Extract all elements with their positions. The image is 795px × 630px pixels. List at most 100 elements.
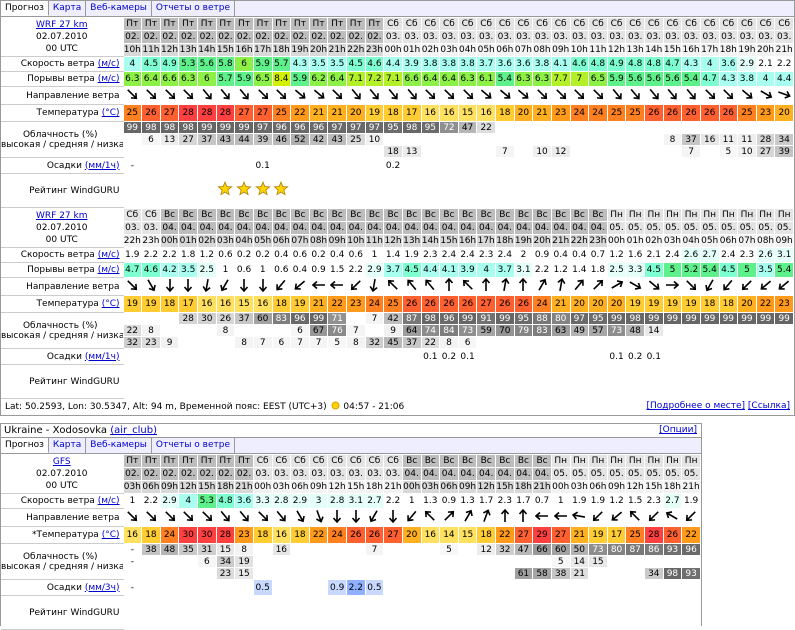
date-cell: 04. bbox=[197, 221, 217, 235]
model-link[interactable]: WRF 27 km bbox=[36, 19, 88, 30]
speed-cell: 6 bbox=[234, 56, 254, 72]
cloud-cell: 99 bbox=[699, 312, 720, 325]
cloud-cell bbox=[718, 121, 739, 134]
model-link[interactable]: GFS bbox=[52, 456, 71, 467]
unit-link[interactable]: (°C) bbox=[101, 530, 120, 540]
wind-arrow bbox=[741, 89, 753, 99]
unit-link[interactable]: (м/с) bbox=[97, 59, 120, 69]
speed-cell: 2.7 bbox=[364, 493, 385, 509]
cloud-cell: 83 bbox=[271, 312, 292, 325]
temp-cell: 17 bbox=[606, 526, 627, 544]
day-cell: Сб bbox=[141, 208, 161, 222]
cloud-cell: 80 bbox=[606, 543, 627, 556]
unit-link[interactable]: (м/с) bbox=[97, 265, 120, 275]
direction-cell bbox=[550, 508, 571, 527]
club-link[interactable]: (air_club) bbox=[110, 425, 157, 436]
date-cell: 03. bbox=[383, 467, 403, 481]
date-cell: 04. bbox=[457, 221, 478, 235]
unit-link[interactable]: (м/с) bbox=[97, 74, 120, 84]
speed-cell: 4.5 bbox=[141, 56, 161, 72]
arrow-icon bbox=[127, 280, 138, 291]
cloud-cell: 21 bbox=[569, 567, 590, 580]
precip-cell bbox=[290, 348, 310, 365]
tab[interactable]: Отчеты о ветре bbox=[152, 1, 235, 16]
arrow-icon bbox=[407, 88, 417, 100]
date-cell: 02. bbox=[364, 30, 385, 44]
speed-cell: 3.6 bbox=[718, 56, 739, 72]
day-cell: Сб bbox=[252, 454, 273, 468]
cloud-cell: 7 bbox=[290, 336, 310, 349]
tab[interactable]: Прогноз bbox=[1, 438, 49, 453]
tab[interactable]: Карта bbox=[49, 438, 87, 453]
unit-link[interactable]: (°C) bbox=[101, 108, 120, 118]
precip-cell bbox=[215, 348, 236, 365]
label-text: Осадки bbox=[46, 351, 82, 362]
day-cell: Пт bbox=[197, 454, 217, 468]
cloud-cell: 60 bbox=[550, 543, 571, 556]
cloud-cell bbox=[625, 145, 645, 158]
unit-link[interactable]: (м/с) bbox=[97, 496, 120, 506]
cloud-cell bbox=[308, 555, 329, 568]
tab[interactable]: Карта bbox=[49, 1, 87, 16]
unit-link[interactable]: (мм/3ч) bbox=[84, 582, 120, 593]
arrow-icon bbox=[519, 278, 528, 291]
speed-cell: 0.6 bbox=[215, 247, 236, 263]
model-link[interactable]: WRF 27 km bbox=[36, 210, 88, 221]
precip-cell bbox=[644, 579, 664, 596]
cloud-cell: 84 bbox=[439, 324, 459, 337]
wind-arrow bbox=[648, 280, 660, 290]
arrow-icon bbox=[183, 89, 194, 100]
unit-link[interactable]: (мм/1ч) bbox=[84, 160, 120, 171]
rating-cell bbox=[364, 595, 385, 630]
temp-cell: 30 bbox=[178, 526, 198, 544]
day-cell: Вс bbox=[401, 208, 422, 222]
cloud-row: Облачность (%) высокая / средняя / низкая… bbox=[1, 543, 701, 580]
cloud-cell: 66 bbox=[532, 543, 552, 556]
tab[interactable]: Прогноз bbox=[1, 1, 49, 16]
date-cell: 02. bbox=[215, 467, 236, 481]
options-link[interactable]: [Опции] bbox=[659, 425, 697, 435]
tab[interactable]: Веб-камеры bbox=[86, 438, 152, 453]
label-sub: высокая / средняя / низкая bbox=[1, 561, 123, 572]
day-cell: Сб bbox=[476, 17, 496, 31]
wind-arrow bbox=[406, 279, 417, 291]
wind-arrow bbox=[332, 89, 343, 100]
hour-cell: 09h bbox=[550, 43, 571, 57]
day-cell: Сб bbox=[346, 454, 366, 468]
unit-link[interactable]: (м/с) bbox=[97, 250, 120, 260]
tab[interactable]: Веб-камеры bbox=[86, 1, 152, 16]
speed-cell: 1 bbox=[364, 247, 385, 263]
temp-cell: 24 bbox=[364, 295, 385, 313]
cloud-cell bbox=[532, 121, 552, 134]
rating-cell bbox=[718, 173, 739, 208]
speed-cell: 1.4 bbox=[383, 247, 403, 263]
temp-cell: 26 bbox=[346, 526, 366, 544]
precip-cell bbox=[290, 157, 310, 174]
wind-arrow bbox=[574, 279, 585, 291]
cloud-cell: 5 bbox=[327, 336, 347, 349]
cloud-cell bbox=[439, 567, 459, 580]
precip-cell bbox=[308, 348, 329, 365]
precip-cell bbox=[439, 157, 459, 174]
link[interactable]: [Ссылка] bbox=[747, 401, 790, 411]
hour-cell: 01h bbox=[401, 43, 422, 57]
date-cell: 05. bbox=[718, 221, 739, 235]
spot-title-bar: Ukraine - Xodosovka (air_club) [Опции] bbox=[1, 424, 701, 438]
direction-cell bbox=[122, 277, 143, 296]
cloud-row: 32 23 9 8 7 6 7 7 5 8 32 45 37 22 8 6 bbox=[1, 336, 794, 349]
rating-cell bbox=[550, 173, 571, 208]
cloud-cell: 42 bbox=[383, 312, 403, 325]
cloud-cell bbox=[699, 324, 720, 337]
direction-cell bbox=[625, 86, 645, 105]
gust-cell: 5.4 bbox=[495, 71, 515, 87]
hour-cell: 00h bbox=[159, 234, 180, 248]
more-link[interactable]: [Подробнее о месте] bbox=[646, 401, 746, 411]
cloud-row: 18 13 7 10 12 7 5 10 27 39 bbox=[1, 145, 794, 158]
arrow-icon bbox=[704, 89, 715, 100]
unit-link[interactable]: (мм/1ч) bbox=[84, 351, 120, 362]
unit-link[interactable]: (°C) bbox=[101, 299, 120, 309]
cloud-cell: 97 bbox=[364, 121, 385, 134]
cloud-cell bbox=[271, 324, 292, 337]
tab[interactable]: Отчеты о ветре bbox=[152, 438, 235, 453]
label-text: *Температура bbox=[32, 530, 99, 540]
